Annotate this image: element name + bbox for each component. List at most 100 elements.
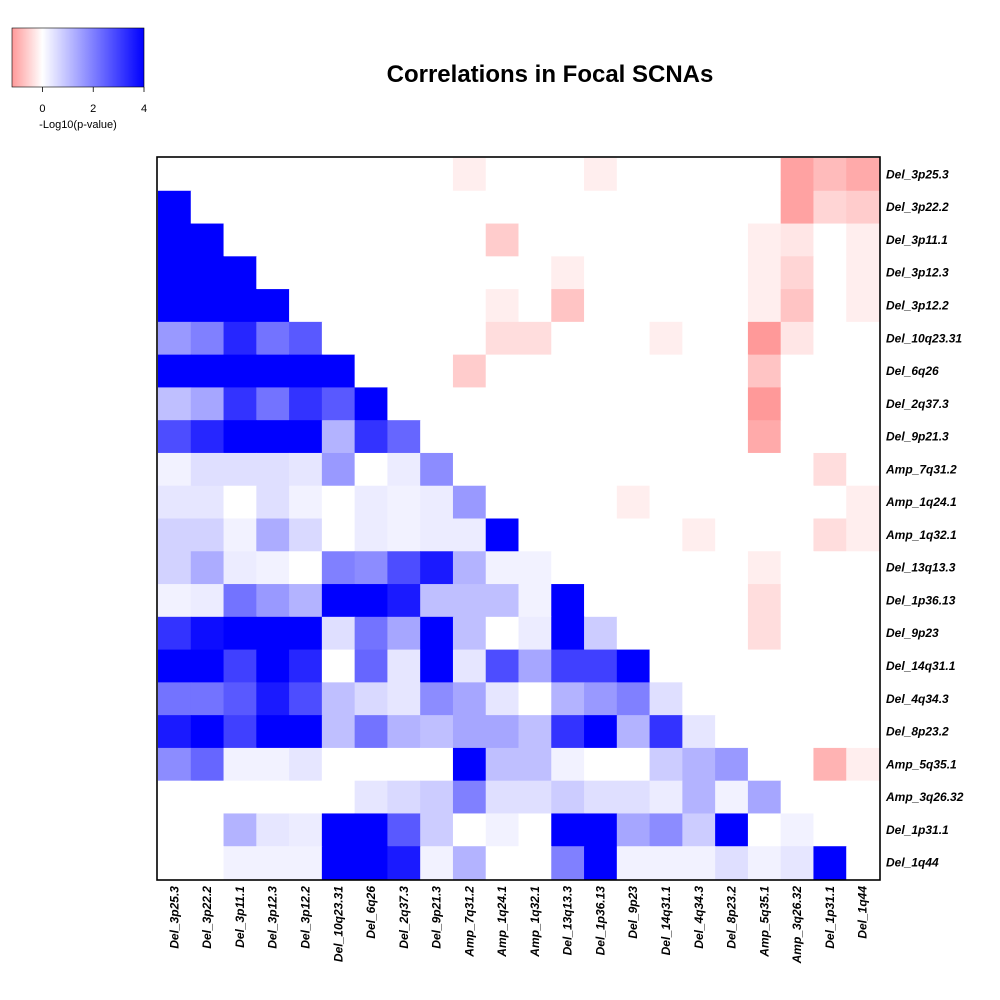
heatmap-cell — [256, 256, 290, 290]
heatmap-cell — [289, 190, 323, 225]
heatmap-cell — [813, 289, 847, 323]
heatmap-cell — [518, 354, 552, 389]
heatmap-cell — [846, 715, 880, 749]
heatmap-cell — [387, 387, 421, 421]
heatmap-cell — [780, 223, 815, 257]
heatmap-cell — [321, 518, 356, 552]
heatmap-cell — [747, 256, 782, 290]
heatmap-cell — [584, 846, 618, 880]
column-label: Amp_1q24.1 — [495, 886, 509, 958]
heatmap-cell — [682, 584, 716, 618]
plot-frame — [156, 156, 881, 881]
heatmap-cell — [289, 354, 323, 389]
heatmap-cell — [813, 780, 847, 815]
heatmap-cell — [452, 289, 487, 323]
heatmap-cell — [289, 616, 323, 651]
heatmap-cell — [256, 780, 290, 815]
heatmap-cell — [616, 551, 651, 585]
heatmap-cell — [158, 420, 192, 454]
row-label: Amp_7q31.2 — [885, 462, 957, 476]
heatmap-cell — [682, 420, 716, 454]
heatmap-cell — [190, 780, 225, 815]
heatmap-cell — [616, 682, 651, 716]
heatmap-cell — [584, 354, 618, 389]
heatmap-cell — [190, 158, 225, 192]
heatmap-cell — [747, 649, 782, 683]
heatmap-cell — [420, 289, 454, 323]
heatmap-cell — [485, 190, 520, 225]
heatmap-cell — [813, 813, 847, 847]
heatmap-cell — [289, 780, 323, 815]
heatmap-cell — [354, 518, 389, 552]
heatmap-cell — [715, 387, 749, 421]
heatmap-cell — [420, 846, 454, 880]
heatmap-cell — [321, 846, 356, 880]
heatmap-cell — [813, 616, 847, 651]
heatmap-cell — [158, 223, 192, 257]
heatmap-cell — [649, 846, 683, 880]
heatmap-cell — [190, 452, 225, 487]
heatmap-cell — [289, 387, 323, 421]
heatmap-cell — [584, 452, 618, 487]
heatmap-cell — [420, 354, 454, 389]
heatmap-cell — [682, 715, 716, 749]
heatmap-cell — [223, 452, 257, 487]
heatmap-cell — [616, 452, 651, 487]
heatmap-cell — [354, 289, 389, 323]
heatmap-cell — [715, 584, 749, 618]
column-labels: Del_3p25.3 Del_3p22.2 Del_3p11.1 Del_3p12.3… — [167, 886, 869, 965]
heatmap-cell — [485, 452, 520, 487]
heatmap-cell — [289, 518, 323, 552]
row-label: Del_3p11.1 — [886, 233, 948, 247]
column-label: Del_3p25.3 — [167, 886, 181, 949]
heatmap-cell — [846, 289, 880, 323]
column-label: Del_10q23.31 — [331, 886, 345, 962]
heatmap-cell — [551, 420, 585, 454]
heatmap-cell — [321, 387, 356, 421]
heatmap-cell — [190, 190, 225, 225]
heatmap-cell — [223, 551, 257, 585]
heatmap-cell — [289, 649, 323, 683]
heatmap-cell — [813, 387, 847, 421]
heatmap-cell — [420, 616, 454, 651]
column-label: Amp_7q31.2 — [462, 886, 476, 958]
column-label: Del_1p36.13 — [593, 886, 607, 956]
heatmap-cell — [452, 682, 487, 716]
heatmap-cell — [452, 223, 487, 257]
heatmap-cell — [223, 846, 257, 880]
heatmap-cell — [518, 518, 552, 552]
heatmap-cell — [682, 256, 716, 290]
heatmap-cell — [813, 551, 847, 585]
heatmap-cell — [649, 649, 683, 683]
heatmap-cell — [747, 223, 782, 257]
heatmap-cell — [584, 616, 618, 651]
heatmap-cell — [190, 518, 225, 552]
heatmap-cell — [649, 387, 683, 421]
heatmap-cell — [485, 223, 520, 257]
heatmap-cell — [321, 682, 356, 716]
heatmap-cell — [846, 223, 880, 257]
heatmap-cell — [387, 190, 421, 225]
heatmap-cell — [485, 518, 520, 552]
heatmap-cell — [715, 518, 749, 552]
heatmap-cell — [223, 649, 257, 683]
heatmap-cell — [452, 780, 487, 815]
heatmap-cell — [354, 780, 389, 815]
heatmap-cell — [289, 158, 323, 192]
heatmap-cell — [518, 715, 552, 749]
heatmap-cell — [158, 715, 192, 749]
heatmap-cell — [223, 223, 257, 257]
heatmap-cell — [715, 256, 749, 290]
heatmap-cell — [420, 256, 454, 290]
heatmap-cell — [420, 387, 454, 421]
heatmap-cell — [584, 256, 618, 290]
heatmap-cell — [780, 452, 815, 487]
heatmap-cell — [256, 223, 290, 257]
heatmap-cell — [158, 321, 192, 356]
heatmap-cell — [223, 485, 257, 520]
heatmap-cell — [616, 256, 651, 290]
heatmap-cell — [485, 780, 520, 815]
heatmap-cell — [649, 682, 683, 716]
heatmap-cell — [518, 387, 552, 421]
heatmap-cell — [158, 616, 192, 651]
